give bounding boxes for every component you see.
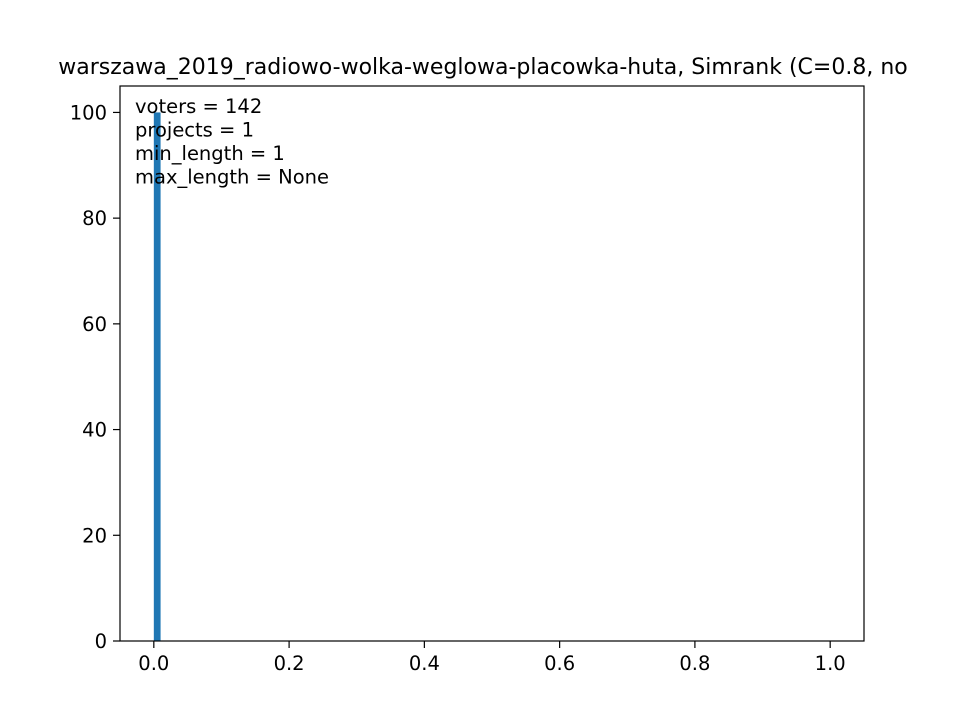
- annotation-line: min_length = 1: [135, 142, 285, 165]
- y-tick-label: 0: [95, 630, 107, 653]
- x-tick-label: 0.6: [544, 652, 575, 675]
- chart-title: warszawa_2019_radiowo-wolka-weglowa-plac…: [58, 55, 907, 80]
- x-axis: 0.0 0.2 0.4 0.6 0.8 1.0: [138, 641, 846, 675]
- plot-frame: [119, 85, 865, 642]
- y-tick-label: 20: [82, 524, 107, 547]
- x-tick-label: 0.8: [679, 652, 710, 675]
- annotation-line: max_length = None: [135, 166, 329, 189]
- y-tick-label: 80: [82, 207, 107, 230]
- x-tick-label: 1.0: [815, 652, 846, 675]
- y-tick-label: 40: [82, 419, 107, 442]
- bars-group: [153, 112, 161, 641]
- x-tick-label: 0.2: [274, 652, 305, 675]
- histogram-bar-0: [153, 112, 161, 641]
- annotation-line: projects = 1: [135, 119, 254, 142]
- x-tick-label: 0.4: [409, 652, 440, 675]
- y-axis: 0 20 40 60 80 100: [70, 101, 120, 653]
- annotation-line: voters = 142: [135, 95, 262, 118]
- y-tick-label: 100: [70, 101, 107, 124]
- y-tick-label: 60: [82, 313, 107, 336]
- x-tick-label: 0.0: [138, 652, 169, 675]
